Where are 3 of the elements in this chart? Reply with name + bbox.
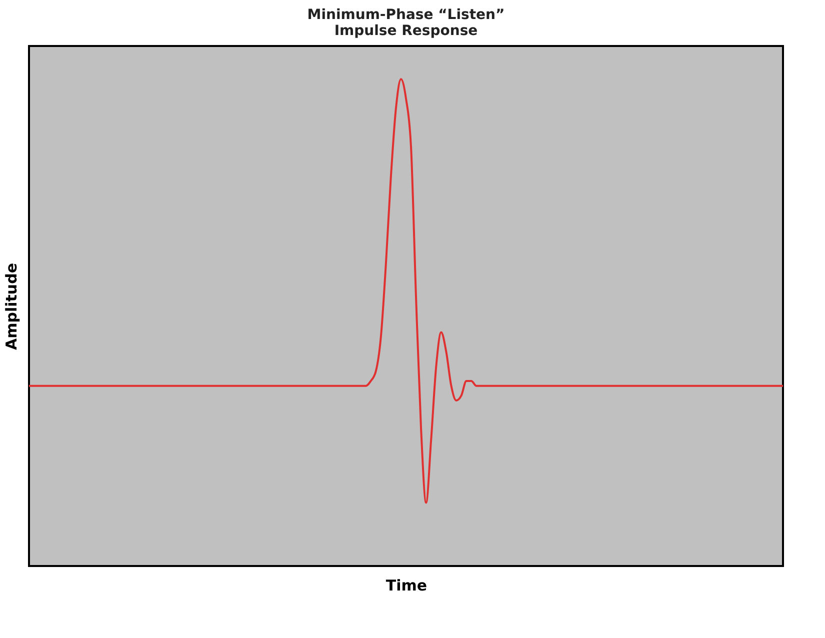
y-axis-title: Amplitude xyxy=(2,262,20,350)
chart-title: Minimum-Phase “Listen” Impulse Response xyxy=(307,7,505,39)
x-axis-title: Time xyxy=(386,576,428,594)
